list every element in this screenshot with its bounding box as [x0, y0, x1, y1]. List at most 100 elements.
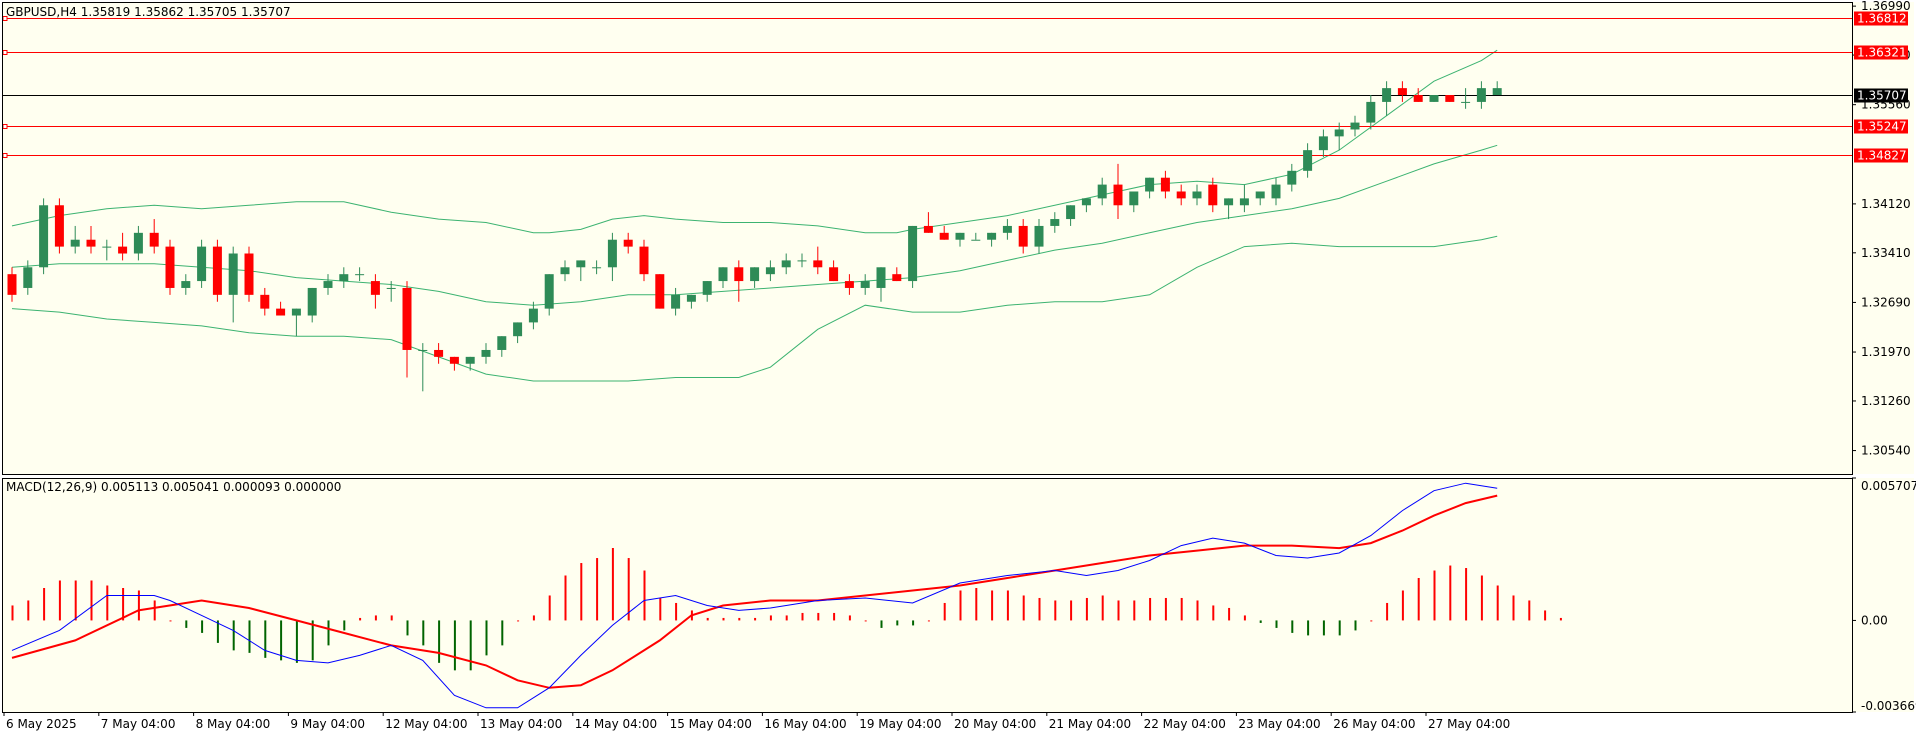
candle: [1097, 177, 1107, 206]
candle-body: [844, 281, 854, 288]
candle-body: [1192, 191, 1202, 199]
candle-body: [829, 267, 839, 282]
candle-body: [702, 281, 712, 295]
price-level-label: 1.34827: [1857, 149, 1907, 163]
time-tick-label: 6 May 2025: [6, 717, 77, 731]
candle-body: [323, 281, 333, 288]
bollinger-upper-band: [11, 49, 1498, 234]
candle-body: [971, 239, 981, 241]
candle-body: [1176, 191, 1186, 199]
candle: [1445, 95, 1455, 102]
candle-body: [860, 281, 870, 288]
candle-body: [1476, 88, 1486, 102]
candle-body: [781, 260, 791, 268]
time-tick-label: 21 May 04:00: [1049, 717, 1131, 731]
time-tick-label: 20 May 04:00: [954, 717, 1036, 731]
candle: [1018, 219, 1028, 254]
candle-body: [291, 308, 301, 316]
candle-body: [197, 246, 207, 282]
candle-body: [1287, 170, 1297, 185]
candle: [402, 281, 412, 378]
candle-body: [592, 267, 602, 269]
price-tick-label: 1.31970: [1861, 345, 1911, 359]
candle-body: [734, 267, 744, 282]
candle: [1129, 191, 1139, 213]
price-tick-label: 1.30540: [1861, 444, 1911, 458]
price-level-label: 1.36321: [1857, 46, 1907, 60]
candle: [7, 267, 17, 302]
candle: [639, 239, 649, 282]
candle: [1461, 88, 1471, 109]
candle: [544, 274, 554, 316]
candle-body: [39, 205, 49, 268]
candle-body: [923, 225, 933, 233]
candle-body: [370, 281, 380, 295]
candle: [829, 260, 839, 282]
bollinger-bands: [11, 49, 1498, 382]
candle: [244, 246, 254, 302]
candle: [1413, 88, 1423, 102]
candle-body: [418, 349, 428, 351]
candle-body: [987, 232, 997, 240]
candle-body: [1350, 122, 1360, 130]
level-handle[interactable]: [2, 124, 8, 129]
candle-body: [876, 267, 886, 288]
level-handle[interactable]: [2, 50, 8, 55]
candle: [1113, 163, 1123, 220]
candle: [718, 267, 728, 288]
candle: [323, 274, 333, 295]
candle: [987, 232, 997, 247]
candle: [307, 287, 317, 323]
candle: [1208, 177, 1218, 213]
candle: [813, 246, 823, 275]
candle: [797, 253, 807, 268]
time-tick-label: 23 May 04:00: [1238, 717, 1320, 731]
candle-body: [1224, 198, 1234, 206]
candle: [623, 232, 633, 254]
candle: [592, 260, 602, 275]
price-level-tag: [1854, 148, 1908, 163]
candle: [1050, 212, 1060, 233]
candle-body: [276, 308, 286, 316]
candle-body: [623, 239, 633, 247]
candle-body: [560, 267, 570, 275]
candle: [465, 356, 475, 371]
candle-body: [307, 287, 317, 316]
candle: [70, 225, 80, 254]
candle: [418, 343, 428, 392]
candle: [765, 260, 775, 282]
candle: [86, 225, 96, 254]
candle: [781, 253, 791, 275]
bollinger-lower-band: [11, 235, 1498, 382]
candle: [892, 267, 902, 282]
time-tick-label: 7 May 04:00: [101, 717, 176, 731]
candlesticks: [7, 81, 1502, 392]
candle: [607, 232, 617, 282]
candle: [23, 260, 33, 295]
candle-body: [1145, 177, 1155, 192]
candle: [1160, 170, 1170, 199]
candle-body: [1413, 95, 1423, 102]
candle: [750, 267, 760, 288]
candle: [528, 301, 538, 330]
candle-body: [1097, 184, 1107, 199]
candle-body: [639, 246, 649, 275]
candle-body: [465, 356, 475, 364]
candle-body: [1445, 95, 1455, 102]
candle-body: [244, 253, 254, 295]
candle: [212, 239, 222, 302]
candle-body: [402, 287, 412, 350]
candle: [686, 294, 696, 309]
candle: [291, 308, 301, 337]
time-tick-label: 15 May 04:00: [670, 717, 752, 731]
candle: [1224, 198, 1234, 220]
candle-body: [1382, 88, 1392, 102]
candle: [1287, 163, 1297, 192]
candle: [386, 281, 396, 302]
candle-body: [607, 239, 617, 268]
candle-body: [149, 232, 159, 247]
time-tick-label: 19 May 04:00: [859, 717, 941, 731]
level-handle[interactable]: [2, 153, 8, 158]
price-tick-label: 1.36990: [1861, 0, 1911, 13]
candle-body: [118, 246, 128, 254]
